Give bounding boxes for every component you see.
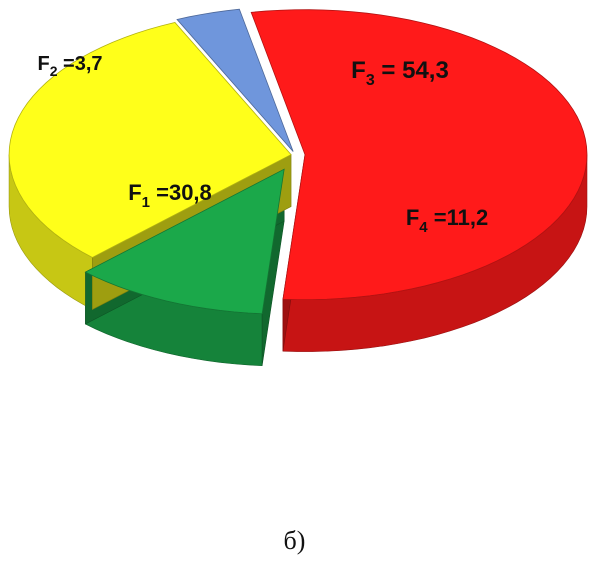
slice-F2 [176,8,294,152]
slice-label-F2: F2 =3,7 [37,53,102,79]
slice-F4 [84,168,285,315]
slice-label-F3: F3 = 54,3 [351,57,449,89]
slice-label-F1: F1 =30,8 [128,180,212,211]
figure-caption: б) [283,526,306,555]
pie-slices [8,8,588,367]
slice-F1 [8,21,292,258]
pie-labels: F3 = 54,3 F4 =11,2 F1 =30,8 F2 =3,7 [37,53,488,236]
slice-F3 [250,9,588,301]
slice-label-F4: F4 =11,2 [406,205,488,236]
